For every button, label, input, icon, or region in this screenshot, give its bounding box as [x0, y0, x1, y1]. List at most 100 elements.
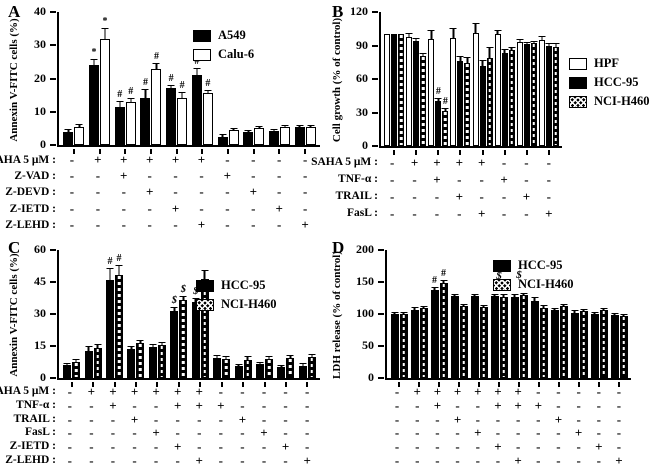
error-bar [540, 305, 547, 307]
y-tick-mark [50, 345, 56, 347]
error-bar [193, 67, 201, 76]
legend-label: HPF [594, 56, 619, 70]
treatment-sign: - [89, 425, 94, 441]
hcc-95-bar [148, 347, 157, 378]
legend-swatch-open [193, 48, 211, 61]
bar: # [441, 97, 449, 146]
error-bar [441, 108, 449, 111]
bar [157, 342, 166, 378]
y-tick-label: 0 [40, 137, 46, 151]
bar-group [383, 12, 405, 155]
bar: # [430, 275, 439, 378]
bars: * * # # # # # # # # [59, 12, 320, 154]
bar-group [125, 250, 146, 387]
y-tick-mark [50, 249, 56, 251]
treatment-sign: + [120, 152, 128, 167]
treatment-sign: - [121, 216, 126, 232]
nci-h460-bar [599, 310, 608, 378]
a549-bar [243, 132, 254, 145]
treatment-sign: - [394, 439, 400, 455]
bar [390, 311, 399, 378]
y-tick-label: 150 [356, 274, 374, 288]
treatment-sign: - [95, 168, 101, 184]
a549-bar [63, 131, 74, 145]
bar-group [449, 250, 469, 387]
treatment-sign: - [616, 397, 622, 413]
nci-h460-bar [559, 306, 568, 378]
calu-6-bar [279, 127, 290, 145]
bar [136, 339, 145, 378]
treatment-sign: + [94, 152, 102, 167]
x-tick-mark [149, 149, 152, 154]
legend-label: A549 [218, 28, 246, 42]
legend-entry: HCC-95 [569, 75, 650, 90]
error-bar [244, 130, 252, 132]
bar [427, 30, 435, 146]
error-bar [64, 129, 72, 131]
treatment-sign: - [390, 189, 395, 204]
treatment-sign: + [195, 397, 203, 413]
legend-swatch-hatch [196, 298, 214, 311]
bar-group: # # [427, 12, 449, 155]
treatment-sign: - [515, 425, 521, 441]
treatment-sign: + [477, 155, 486, 170]
bar-group [472, 12, 494, 155]
bar [530, 40, 538, 146]
error-bar [591, 311, 598, 314]
treatment-sign: + [522, 189, 531, 204]
bar: $ [179, 284, 188, 378]
treatment-sign: - [616, 425, 622, 441]
bar [217, 134, 228, 145]
treatment-sign: - [240, 384, 245, 399]
treatment-row: SAHA 5 μM :-++++++----- [0, 384, 318, 399]
treatment-sign: - [434, 206, 440, 221]
bar [499, 294, 508, 378]
treatment-sign: + [197, 216, 206, 232]
treatment-sign: + [130, 384, 139, 399]
nci-h460-bar [179, 300, 188, 378]
treatment-row: - - - - - + - - - - + - [387, 440, 629, 454]
treatment-row: - - - - + - - - - + - - [387, 426, 629, 440]
treatment-sign: + [494, 384, 502, 399]
bar: # [106, 257, 115, 378]
treatment-sign: - [596, 411, 601, 427]
hcc-95-bar [501, 53, 508, 146]
treatment-sign: - [218, 452, 223, 468]
bar [410, 306, 419, 378]
treatment-sign: + [152, 384, 160, 399]
significance-marker: # [153, 50, 159, 62]
treatment-sign: - [576, 384, 581, 399]
significance-marker: # [442, 96, 448, 108]
bar-group [405, 12, 427, 155]
panel-d: D LDH release (% of control) # # $ $ 0 50 100… [325, 234, 650, 468]
nci-h460-bar [307, 356, 316, 378]
treatment-sign: - [225, 184, 230, 200]
treatment-sign: - [515, 411, 521, 427]
plot-area: * * # # # # # # # # [57, 12, 320, 154]
calu-6-bar [305, 127, 316, 145]
x-tick-mark [518, 382, 520, 387]
y-tick-mark [50, 313, 56, 315]
treatment-sign: + [433, 155, 441, 170]
nci-h460-bar [243, 359, 252, 378]
x-tick-mark [177, 382, 180, 387]
bar [63, 129, 74, 145]
y-tick-mark [378, 281, 384, 283]
treatment-label: SAHA 5 μM : [0, 154, 56, 166]
bar [530, 297, 539, 378]
treatment-sign: - [261, 452, 267, 468]
error-bar [491, 293, 498, 296]
bar [234, 363, 243, 378]
treatment-sign: - [455, 452, 460, 468]
bar [419, 305, 428, 378]
treatment-sign: - [110, 411, 116, 427]
error-bar [520, 292, 527, 295]
treatment-rows: SAHA 5 μM :-+++++----Z-VAD :--+---+---Z-… [0, 152, 318, 233]
bar [74, 124, 85, 145]
bar [228, 127, 239, 145]
bar: $ [191, 287, 200, 378]
treatment-sign: - [132, 425, 137, 441]
legend-swatch-solid [193, 29, 211, 42]
bars: # # [381, 12, 562, 155]
error-bar [560, 304, 567, 306]
